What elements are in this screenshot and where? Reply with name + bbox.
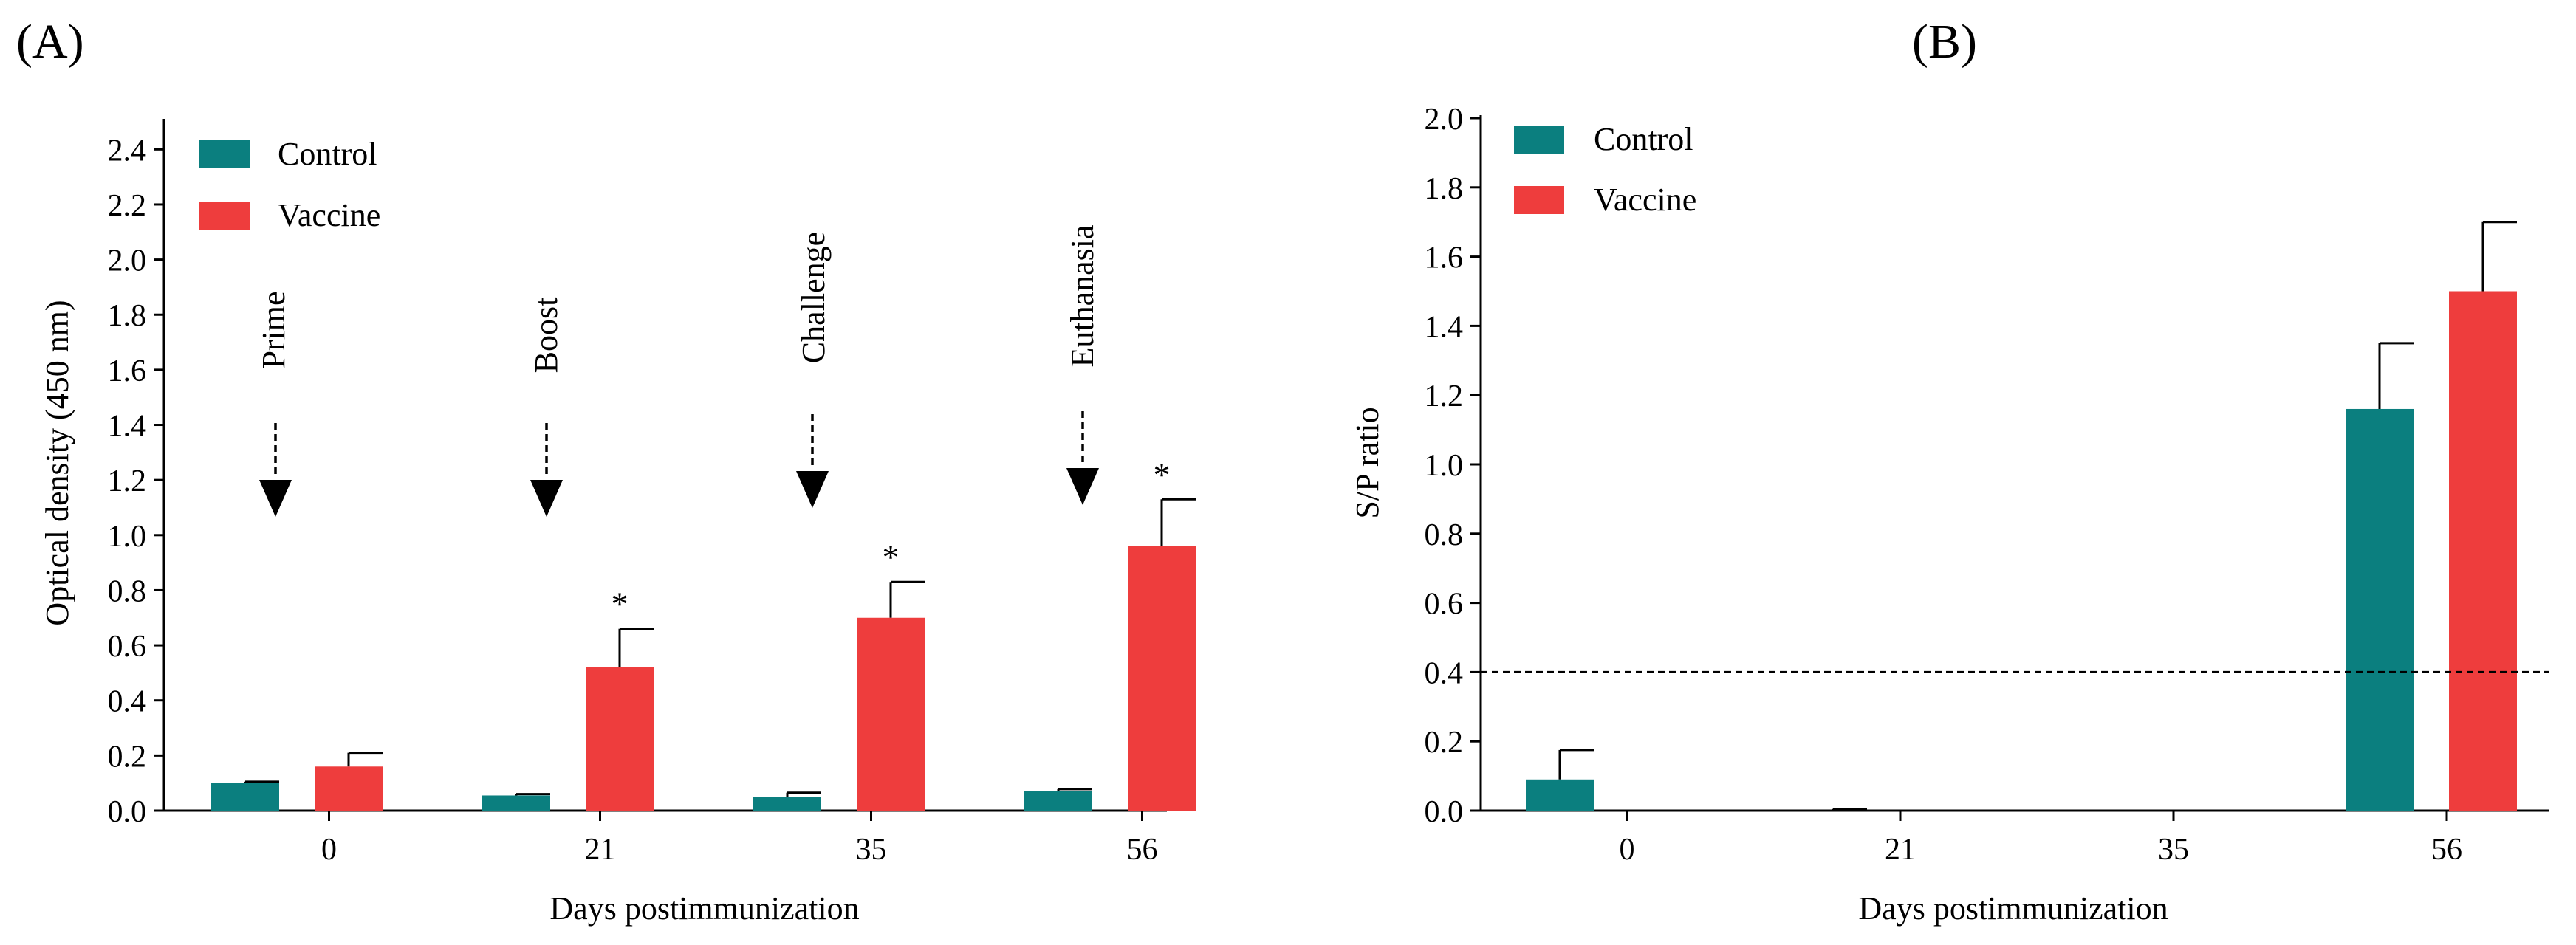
panel-a-y-tick-label: 2.4 [108,134,147,168]
panel-a-bar-control [1024,791,1092,811]
panel-a-y-tick-label: 1.8 [108,299,147,333]
panel-a-x-tick-label: 21 [585,833,616,867]
event-arrowhead-challenge [796,471,829,508]
panel-a-y-tick-label: 0.8 [108,574,147,608]
panel-b-x-tick-label: 21 [1885,833,1916,867]
panel-b-bar-control [1526,779,1594,811]
panel-a-y-tick-label: 1.6 [108,354,147,388]
panel-a-bar-control [753,797,821,811]
panel-b-legend: Control Vaccine [1514,121,1696,218]
panel-a-label: (A) [16,15,84,69]
legend-label-vaccine: Vaccine [278,197,380,233]
panel-a-y-tick-label: 1.4 [108,410,147,444]
panel-a: (A) Optical density (450 nm) Days postim… [16,15,1196,927]
panel-b-y-tick-label: 0.8 [1425,518,1464,552]
event-arrowhead-prime [259,480,292,517]
legend-swatch-vaccine [1514,186,1564,214]
panel-a-y-axis-title: Optical density (450 nm) [39,300,75,625]
panel-b-y-tick-label: 0.2 [1425,726,1464,760]
panel-a-bar-vaccine [315,766,383,811]
panel-a-x-axis-title: Days postimmunization [549,890,859,927]
legend-label-vaccine: Vaccine [1594,182,1696,218]
panel-a-x-tick-label: 35 [856,833,887,867]
panel-b-label: (B) [1912,15,1977,69]
panel-b-x-tick-label: 35 [2158,833,2189,867]
panel-a-y-tick-label: 0.6 [108,630,147,664]
panel-b-bar-vaccine [2449,291,2517,811]
panel-a-y-tick-label: 2.0 [108,244,147,278]
panel-a-bar-control [211,783,279,811]
panel-a-y-tick-label: 0.0 [108,795,147,829]
event-label-prime: Prime [256,291,292,368]
panel-b-y-tick-label: 0.0 [1425,795,1464,829]
panel-b-x-tick-label: 0 [1620,833,1635,867]
panel-b-y-tick-label: 0.6 [1425,588,1464,622]
panel-b-x-tick-label: 56 [2431,833,2462,867]
panel-b-x-axis-title: Days postimmunization [1858,890,2168,927]
panel-b-y-tick-label: 1.2 [1425,379,1464,413]
panel-a-x-tick-label: 56 [1127,833,1158,867]
panel-a-legend: Control Vaccine [199,136,380,233]
panel-a-bar-vaccine [857,617,925,811]
legend-swatch-control [199,140,250,168]
panel-a-y-tick-label: 1.2 [108,464,147,498]
panel-a-significance-marker: * [883,538,900,576]
panel-a-bar-control [482,795,550,811]
panel-b-bar-control [2346,408,2414,811]
panel-a-y-tick-label: 0.4 [108,685,147,719]
panel-a-significance-marker: * [612,585,628,623]
panel-a-y-tick-label: 0.2 [108,740,147,774]
legend-swatch-vaccine [199,202,250,230]
panel-b-y-tick-label: 1.6 [1425,241,1464,275]
panel-b-y-tick-label: 2.0 [1425,103,1464,137]
panel-b-y-tick-label: 1.8 [1425,172,1464,206]
event-arrowhead-boost [530,480,563,517]
panel-a-bar-vaccine [586,667,654,811]
event-label-euthanasia: Euthanasia [1064,224,1100,367]
legend-label-control: Control [1594,121,1693,157]
event-label-boost: Boost [528,298,564,374]
legend-label-control: Control [278,136,377,172]
panel-b-y-tick-label: 0.4 [1425,656,1464,690]
panel-a-bar-vaccine [1128,546,1196,811]
panel-b-y-axis-title: S/P ratio [1349,407,1385,518]
panel-a-x-tick-label: 0 [321,833,337,867]
panel-a-event-annotations: Prime Boost Challenge Euthanasia [256,224,1100,517]
panel-b-y-tick-label: 1.0 [1425,449,1464,483]
event-arrowhead-euthanasia [1066,468,1099,505]
panel-b: (B) S/P ratio Days postimmunization Cont… [1349,15,2549,927]
panel-a-y-tick-label: 2.2 [108,189,147,223]
panel-a-significance-marker: * [1154,456,1171,493]
legend-swatch-control [1514,126,1564,154]
panel-a-y-tick-label: 1.0 [108,520,147,554]
event-label-challenge: Challenge [795,232,832,363]
panel-b-y-tick-label: 1.4 [1425,310,1464,344]
